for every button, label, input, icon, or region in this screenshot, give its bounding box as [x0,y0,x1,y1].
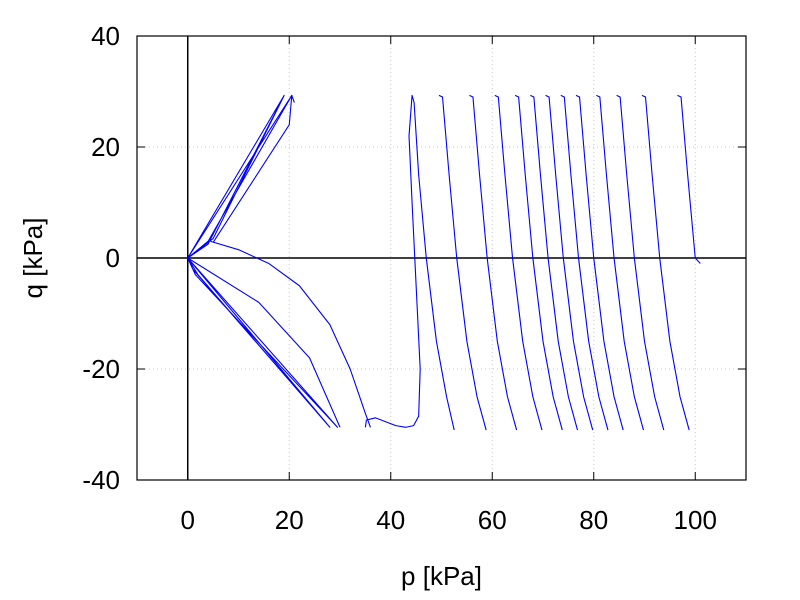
y-tick-label: 0 [106,243,120,273]
stress-path-segment [514,94,563,431]
y-tick-label: 40 [91,21,120,51]
stress-path-segment [212,94,295,243]
y-axis-ticks: -40 -20 0 20 40 [82,21,746,495]
y-tick-label: 20 [91,132,120,162]
stress-path-segment [494,94,543,431]
stress-path-segment [438,94,487,431]
x-tick-label: 60 [478,505,507,535]
stress-path-segment [677,94,701,264]
x-tick-label: 20 [275,505,304,535]
stress-path-segment [616,94,665,431]
y-tick-label: -20 [82,354,120,384]
x-axis-ticks: 0 20 40 60 80 100 [181,36,717,535]
y-tick-label: -40 [82,465,120,495]
stress-path-segment [641,94,690,431]
zero-axis-lines [137,36,746,480]
stress-path-segment [530,94,579,431]
stress-path-segment [364,94,455,431]
stress-path-segment [560,94,609,431]
x-tick-label: 0 [181,505,195,535]
x-tick-label: 40 [376,505,405,535]
stress-path-segment [187,94,293,259]
stress-path-segment [187,257,339,428]
stress-path-segment [187,257,341,428]
x-tick-label: 80 [579,505,608,535]
stress-path-series [187,94,701,431]
stress-path-segment [469,94,518,431]
stress-path-segment [596,94,645,431]
stress-path-segment [575,94,624,431]
y-axis-title: q [kPa] [18,218,48,299]
stress-path-segment [545,94,594,431]
x-axis-title: p [kPa] [401,561,482,591]
stress-path-segment [210,240,371,428]
x-tick-label: 100 [674,505,717,535]
